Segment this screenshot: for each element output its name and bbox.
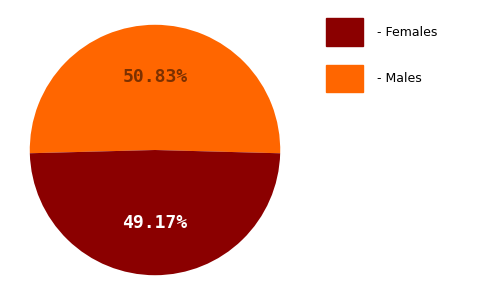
Wedge shape [30, 150, 280, 275]
Legend:  - Females,  - Males: - Females, - Males [320, 12, 444, 98]
Wedge shape [30, 25, 280, 153]
Text: 49.17%: 49.17% [122, 214, 188, 232]
Text: 50.83%: 50.83% [122, 68, 188, 86]
